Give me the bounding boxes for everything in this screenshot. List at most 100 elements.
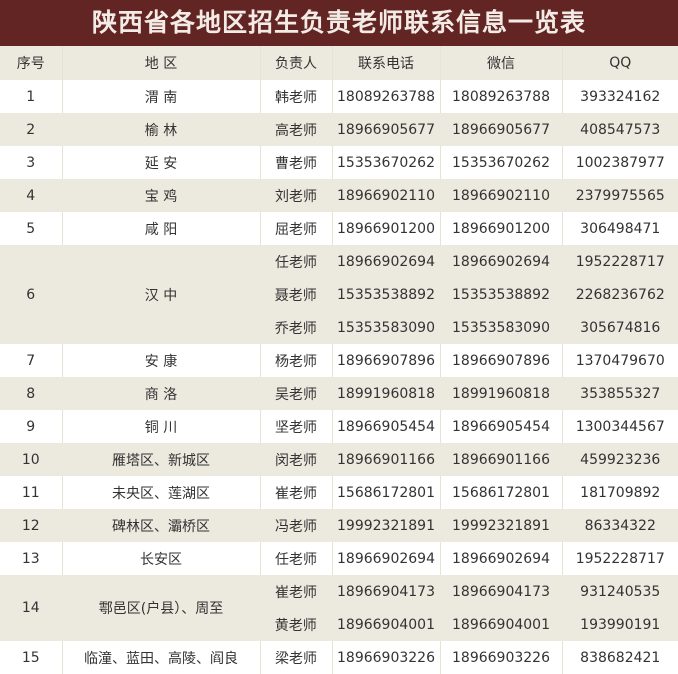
header-person: 负责人 [259, 46, 332, 80]
contact-person: 杨老师 [259, 344, 332, 377]
header-qq: QQ [561, 46, 678, 80]
contact-phone: 18966901166 [331, 443, 440, 476]
contact-qq: 1952228717 [561, 542, 678, 575]
contact-qq: 181709892 [561, 476, 678, 509]
contact-wechat: 18966901166 [439, 443, 562, 476]
contact-wechat: 19992321891 [439, 509, 562, 542]
contact-phone: 19992321891 [331, 509, 440, 542]
contact-person: 乔老师 [274, 320, 317, 337]
row-region: 咸 阳 [61, 212, 260, 245]
contact-phone: 18966904001 [331, 608, 440, 641]
contact-phone: 18966905454 [331, 410, 440, 443]
contact-qq: 1002387977 [561, 146, 678, 179]
row-index: 2 [26, 121, 36, 138]
row-index: 12 [21, 517, 40, 534]
row-index: 4 [26, 187, 36, 204]
contact-qq: 2379975565 [561, 179, 678, 212]
contact-person: 崔老师 [259, 575, 332, 608]
contact-wechat: 18966901200 [439, 212, 562, 245]
header-region: 地 区 [61, 46, 260, 80]
contact-qq: 408547573 [561, 113, 678, 146]
row-region: 延 安 [61, 146, 260, 179]
contact-person: 梁老师 [259, 641, 332, 674]
row-region: 临潼、蓝田、高陵、阎良 [61, 641, 260, 674]
row-index: 6 [26, 286, 36, 303]
contact-wechat: 15353670262 [439, 146, 562, 179]
contact-phone: 15353538892 [331, 278, 440, 311]
contact-qq: 1952228717 [561, 245, 678, 278]
contact-wechat: 18966905677 [439, 113, 562, 146]
row-index: 8 [26, 385, 36, 402]
contact-phone: 15353583090 [331, 311, 440, 344]
row-region: 商 洛 [61, 377, 260, 410]
row-index: 10 [21, 451, 40, 468]
row-index: 3 [26, 154, 36, 171]
contact-wechat: 18966902694 [439, 245, 562, 278]
contact-person: 坚老师 [259, 410, 332, 443]
contact-person: 黄老师 [274, 617, 317, 634]
row-region: 安 康 [61, 344, 260, 377]
contact-wechat: 18966905454 [439, 410, 562, 443]
contact-wechat: 18089263788 [439, 80, 562, 113]
contact-phone: 18966907896 [331, 344, 440, 377]
row-index: 11 [21, 484, 40, 501]
contact-qq: 1370479670 [561, 344, 678, 377]
contact-person: 闵老师 [259, 443, 332, 476]
contact-qq: 86334322 [561, 509, 678, 542]
row-index: 1 [26, 88, 36, 105]
row-index: 14 [21, 600, 40, 616]
contact-qq: 393324162 [561, 80, 678, 113]
contact-person: 任老师 [259, 245, 332, 278]
contact-phone: 18966905677 [331, 113, 440, 146]
contact-phone: 15353670262 [331, 146, 440, 179]
contact-person: 屈老师 [259, 212, 332, 245]
contact-wechat: 15353538892 [439, 278, 562, 311]
contact-person: 吴老师 [259, 377, 332, 410]
table-row: 13 长安区 任老师 18966902694 18966902694 1952228717 [0, 542, 678, 575]
contact-qq: 305674816 [561, 311, 678, 344]
row-index: 9 [26, 418, 36, 435]
contact-person: 任老师 [259, 542, 332, 575]
row-region: 渭 南 [61, 80, 260, 113]
contact-qq: 838682421 [561, 641, 678, 674]
contact-qq: 306498471 [561, 212, 678, 245]
row-region: 雁塔区、新城区 [61, 443, 260, 476]
header-wechat: 微信 [439, 46, 562, 80]
table-row: 10 雁塔区、新城区 闵老师 18966901166 18966901166 459923… [0, 443, 678, 476]
table-row: 15 临潼、蓝田、高陵、阎良 梁老师 18966903226 18966903226 83… [0, 641, 678, 674]
contact-phone: 18966902694 [331, 245, 440, 278]
page-title: 陕西省各地区招生负责老师联系信息一览表 [0, 0, 678, 46]
table-row: 聂老师 15353538892 15353538892 2268236762 [0, 278, 678, 311]
row-region: 鄠邑区(户县）、周至 [61, 575, 260, 641]
row-region: 碑林区、灞桥区 [61, 509, 260, 542]
contact-wechat: 18966904173 [439, 575, 562, 608]
row-region: 未央区、莲湖区 [61, 476, 260, 509]
table-row: 12 碑林区、灞桥区 冯老师 19992321891 19992321891 863343… [0, 509, 678, 542]
table-row: 14 鄠邑区(户县）、周至 崔老师 18966904173 18966904173 931… [0, 575, 678, 641]
contact-person: 刘老师 [259, 179, 332, 212]
row-region: 榆 林 [61, 113, 260, 146]
contact-wechat: 15353583090 [439, 311, 562, 344]
contact-wechat: 18966907896 [439, 344, 562, 377]
row-region: 铜 川 [61, 410, 260, 443]
header-index: 序号 [16, 56, 45, 72]
row-region: 汉 中 [61, 245, 260, 344]
contact-wechat: 15686172801 [439, 476, 562, 509]
contact-wechat: 18966902110 [439, 179, 562, 212]
contact-person: 崔老师 [259, 476, 332, 509]
row-region: 宝 鸡 [61, 179, 260, 212]
contact-person: 冯老师 [259, 509, 332, 542]
row-index: 15 [21, 649, 40, 666]
contact-wechat: 18966903226 [439, 641, 562, 674]
contact-wechat: 18991960818 [439, 377, 562, 410]
header-phone: 联系电话 [331, 46, 440, 80]
contact-person: 曹老师 [259, 146, 332, 179]
contact-qq: 193990191 [561, 608, 678, 641]
contact-phone: 15686172801 [331, 476, 440, 509]
